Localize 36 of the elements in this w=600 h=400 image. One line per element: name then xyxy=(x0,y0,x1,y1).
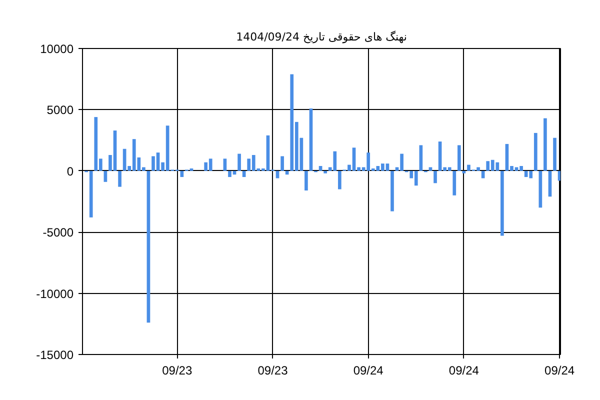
bar xyxy=(280,156,284,171)
bar xyxy=(338,170,342,190)
bar xyxy=(558,170,560,181)
bar xyxy=(553,138,556,171)
bar xyxy=(534,132,538,171)
bar xyxy=(324,170,327,174)
x-tick-label: 09/24 xyxy=(544,364,575,378)
chart-title: نهنگ های حقوقی تاریخ 1404/09/24 xyxy=(236,30,407,44)
bar xyxy=(419,145,423,171)
bar xyxy=(457,145,461,171)
x-tick-label: 09/23 xyxy=(258,364,288,378)
bar xyxy=(285,170,289,175)
bar xyxy=(500,170,504,236)
y-tick-label: -5000 xyxy=(42,226,74,240)
bar xyxy=(223,158,227,171)
y-tick-label: 10000 xyxy=(40,42,74,56)
x-tick-label: 09/24 xyxy=(353,364,384,378)
bar xyxy=(238,154,241,171)
bar xyxy=(462,170,466,174)
bar xyxy=(118,170,122,187)
bar xyxy=(544,118,547,171)
bar xyxy=(428,167,432,171)
bar xyxy=(309,108,313,171)
bar xyxy=(104,170,108,182)
y-tick-label: -10000 xyxy=(36,286,74,301)
y-tick-label: 5000 xyxy=(46,103,74,118)
bar xyxy=(146,170,150,323)
bar xyxy=(390,170,394,212)
y-tick-label: -15000 xyxy=(36,348,74,362)
y-tick-label: 0 xyxy=(66,164,74,178)
bar xyxy=(434,170,437,184)
bar xyxy=(318,166,322,171)
bar xyxy=(304,170,308,190)
x-tick-label: 09/23 xyxy=(162,364,192,378)
x-tick-label: 09/24 xyxy=(448,364,480,378)
bar xyxy=(452,170,456,196)
